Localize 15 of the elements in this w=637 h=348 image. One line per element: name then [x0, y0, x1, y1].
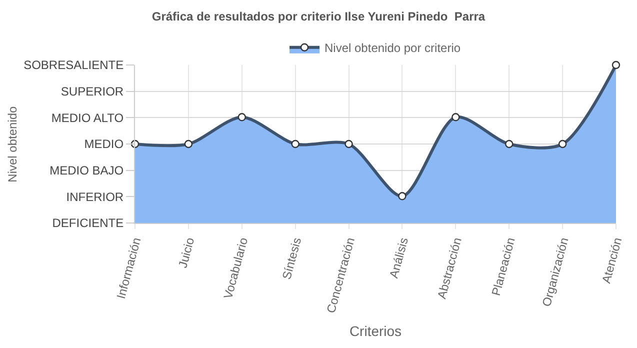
text: MEDIO BAJO — [50, 164, 124, 178]
chart-title: Gráfica de resultados por criterio Ilse Yureni Pinedo Parra — [152, 10, 486, 24]
legend-label: Nivel obtenido por criterio — [324, 41, 461, 56]
text: MEDIO ALTO — [51, 110, 124, 125]
x-axis-title: Criterios — [349, 322, 402, 339]
text: MEDIO — [84, 137, 124, 152]
text: SOBRESALIENTE — [24, 58, 124, 72]
x-tick-label: Atención — [599, 236, 625, 285]
x-tick-label: Juicio — [176, 236, 198, 270]
text: DEFICIENTE — [52, 216, 124, 230]
x-tick-label: Síntesis — [279, 236, 304, 281]
text: INFERIOR — [66, 190, 124, 204]
text: SUPERIOR — [60, 84, 124, 99]
text: Nivel obtenido — [5, 106, 20, 182]
x-tick-label: Análisis — [386, 236, 411, 280]
